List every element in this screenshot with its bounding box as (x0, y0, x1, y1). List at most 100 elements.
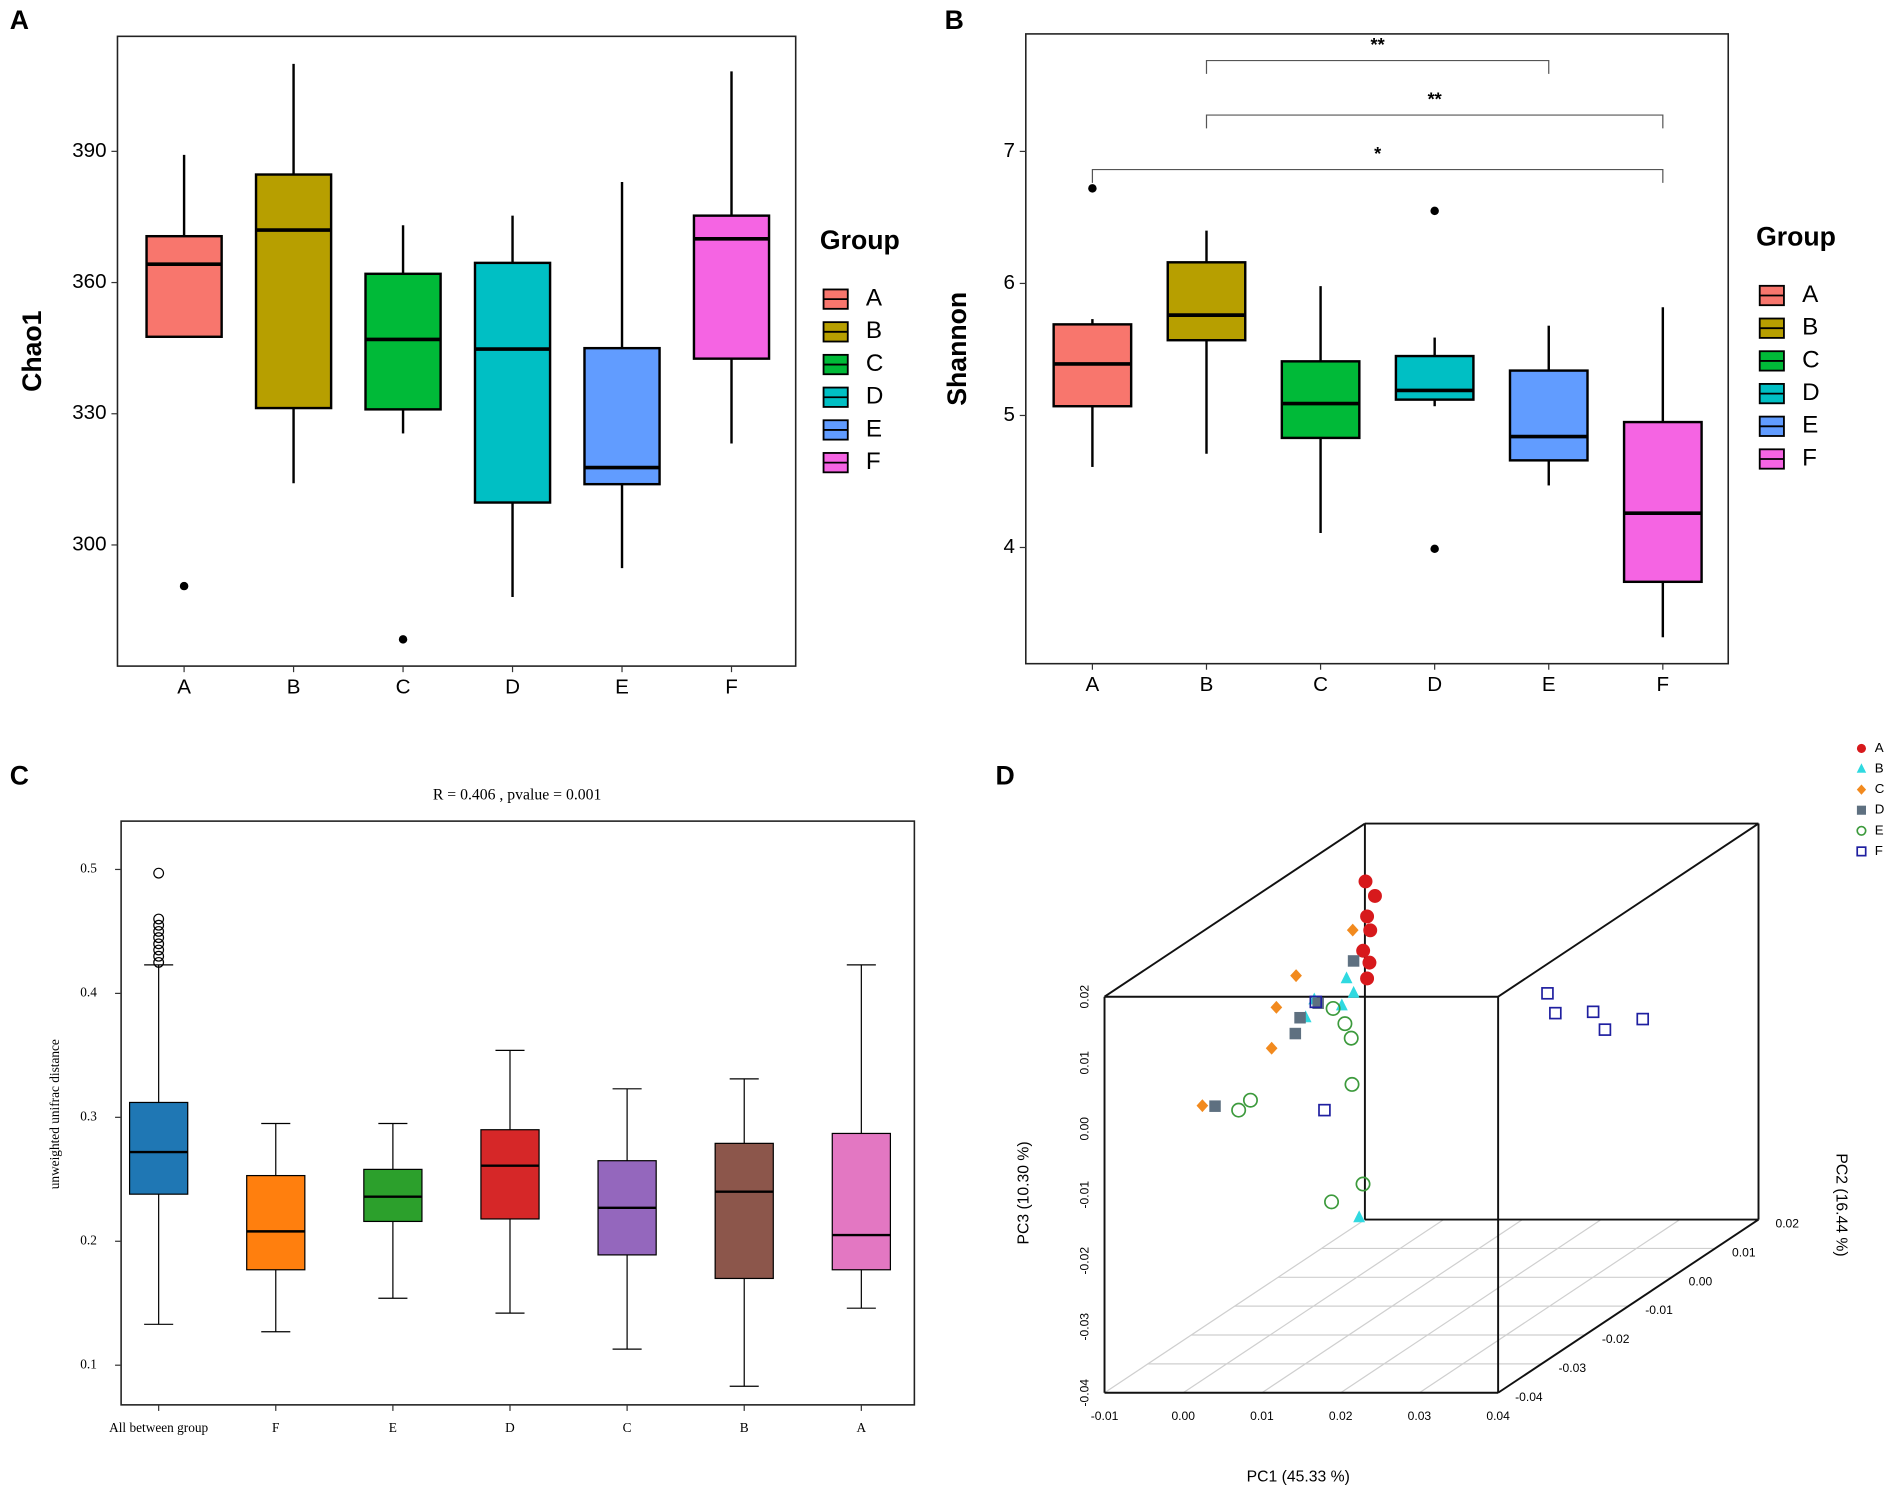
point (1347, 985, 1360, 998)
y-tick-label: 330 (72, 401, 106, 424)
point (1598, 1023, 1612, 1036)
outlier (153, 867, 165, 879)
y-axis-label: Chao1 (17, 310, 47, 392)
point (1312, 997, 1324, 1009)
x-tick-label: D (505, 675, 520, 698)
y-tick-label: 0.02 (1775, 1217, 1799, 1231)
x-tick-label: B (1200, 673, 1214, 696)
significance-bracket (1205, 114, 1664, 129)
box (1394, 354, 1475, 401)
x-tick-label: E (615, 675, 629, 698)
x-tick-label: D (1427, 673, 1442, 696)
outlier (153, 956, 165, 968)
point (1636, 1012, 1650, 1026)
point (1549, 1006, 1562, 1020)
outlier (179, 581, 189, 591)
box (364, 272, 442, 411)
z-tick-label: 0.01 (1077, 1051, 1091, 1075)
box (1280, 360, 1361, 440)
plot-frame (120, 820, 916, 1406)
point (1209, 1100, 1221, 1112)
x-tick-label: 0.04 (1486, 1409, 1510, 1423)
y-tick-label: 0.01 (1732, 1245, 1756, 1259)
x-tick-label: F (1657, 673, 1670, 696)
significance-label: ** (1371, 35, 1386, 55)
box (473, 261, 552, 504)
outlier (398, 635, 408, 644)
outlier (153, 913, 165, 925)
legend-label: D (866, 383, 884, 410)
point (1360, 971, 1375, 986)
outlier (1430, 206, 1439, 216)
y-axis-label: PC2 (16.44 %) (1833, 1153, 1850, 1256)
z-tick-label: -0.03 (1077, 1313, 1091, 1341)
panel-label: D (996, 761, 1015, 791)
box (246, 1174, 306, 1271)
y-axis-label: unweighted unifrac distance (47, 1039, 62, 1189)
x-tick-label: A (1086, 673, 1100, 696)
legend-label: C (1802, 346, 1820, 373)
point (1355, 1176, 1371, 1192)
legend-marker (1856, 825, 1867, 836)
y-tick-label: 390 (72, 139, 106, 162)
point (1358, 874, 1373, 889)
point (1343, 1030, 1359, 1046)
significance-bracket (1091, 168, 1664, 183)
box-edge (1497, 822, 1760, 998)
legend-label: F (866, 448, 881, 475)
point (1541, 987, 1554, 1000)
x-tick-label: 0.02 (1329, 1409, 1353, 1423)
x-tick-label: D (505, 1420, 515, 1435)
y-tick-label: -0.03 (1558, 1361, 1586, 1375)
legend-label: A (866, 285, 883, 312)
box (714, 1142, 774, 1280)
z-tick-label: -0.01 (1077, 1181, 1091, 1209)
point (1242, 1092, 1258, 1108)
x-tick-label: F (272, 1420, 279, 1435)
significance-label: * (1374, 144, 1382, 164)
point (1344, 1076, 1360, 1092)
outlier (153, 950, 165, 962)
x-tick-label: B (740, 1420, 749, 1435)
chart-title: R = 0.406 , pvalue = 0.001 (433, 786, 602, 803)
outlier (1088, 184, 1097, 193)
x-tick-label: A (177, 675, 191, 698)
legend-label: A (1802, 281, 1819, 308)
y-tick-label: 0.00 (1689, 1274, 1713, 1288)
point (1356, 943, 1371, 958)
legend-marker (1856, 805, 1866, 815)
y-tick-label: 0.5 (80, 861, 97, 876)
outlier (153, 932, 165, 944)
x-tick-label: All between group (109, 1420, 208, 1435)
box-edge (1103, 822, 1366, 998)
legend-label: F (1802, 444, 1817, 471)
point (1353, 1210, 1366, 1223)
y-tick-label: 0.2 (80, 1232, 97, 1247)
point (1231, 1102, 1247, 1118)
point (1294, 1011, 1306, 1024)
box-edge (1497, 1218, 1760, 1394)
point (1363, 923, 1378, 938)
legend-marker (1856, 784, 1867, 795)
z-tick-label: -0.04 (1077, 1379, 1091, 1407)
x-tick-label: A (857, 1420, 867, 1435)
point (1586, 1005, 1600, 1019)
legend-label: A (1875, 740, 1884, 755)
point (1324, 1194, 1340, 1210)
y-axis-label: Shannon (942, 292, 972, 406)
box (128, 1101, 189, 1195)
box (831, 1132, 892, 1271)
legend-label: D (1875, 802, 1885, 817)
box (1166, 261, 1247, 342)
y-tick-label: 5 (1003, 403, 1014, 426)
x-tick-label: 0.00 (1171, 1409, 1195, 1423)
legend-label: B (1802, 314, 1818, 341)
x-tick-label: B (287, 675, 301, 698)
x-tick-label: 0.03 (1408, 1409, 1432, 1423)
x-tick-label: 0.01 (1250, 1409, 1274, 1423)
outlier (1430, 544, 1439, 554)
y-tick-label: -0.02 (1602, 1332, 1630, 1346)
legend-label: C (866, 350, 884, 377)
box (583, 346, 661, 486)
